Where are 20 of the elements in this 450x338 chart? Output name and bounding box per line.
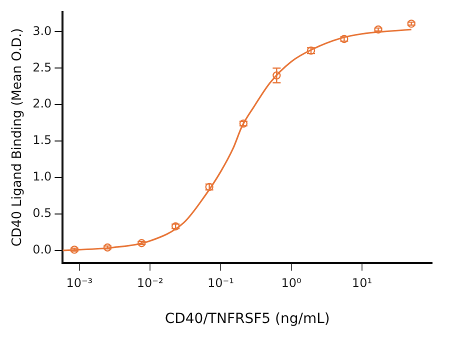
x-tick-label: 10⁻³ bbox=[66, 276, 93, 290]
point bbox=[70, 246, 79, 254]
x-tick-label: 10⁻² bbox=[136, 276, 164, 290]
y-tick-label: 2.5 bbox=[32, 60, 52, 74]
point bbox=[272, 71, 281, 80]
x-tick-label: 10¹ bbox=[352, 276, 372, 290]
y-tick-label: 2.0 bbox=[32, 96, 52, 111]
x-tick-label: 10⁻¹ bbox=[207, 276, 234, 290]
point bbox=[374, 25, 382, 34]
y-tick-label: 0.0 bbox=[32, 242, 52, 257]
y-tick-label: 1.0 bbox=[32, 170, 52, 184]
point bbox=[407, 20, 416, 28]
y-tick-label: 0.5 bbox=[32, 206, 52, 220]
y-axis-title: CD40 Ligand Binding (Mean O.D.) bbox=[10, 28, 26, 247]
x-axis-title: CD40/TNFRSF5 (ng/mL) bbox=[164, 311, 330, 328]
y-tick-label: 3.0 bbox=[32, 24, 52, 38]
y-tick-label: 1.5 bbox=[32, 133, 52, 148]
point bbox=[138, 239, 146, 248]
x-tick-label: 10⁰ bbox=[281, 276, 302, 290]
point bbox=[103, 243, 112, 252]
